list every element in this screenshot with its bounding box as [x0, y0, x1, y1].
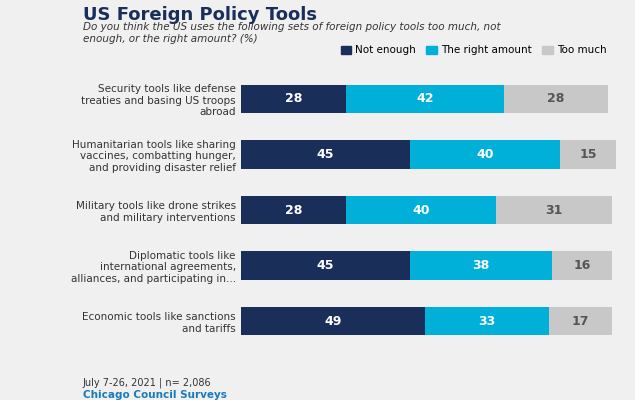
- Text: 45: 45: [317, 259, 335, 272]
- Text: July 7-26, 2021 | n= 2,086: July 7-26, 2021 | n= 2,086: [83, 378, 211, 388]
- Text: 40: 40: [476, 148, 493, 161]
- Bar: [496, 196, 612, 224]
- Text: US Foreign Policy Tools: US Foreign Policy Tools: [83, 6, 317, 24]
- Text: 33: 33: [478, 314, 495, 328]
- Text: 40: 40: [412, 204, 430, 216]
- Text: 28: 28: [547, 92, 565, 106]
- Bar: [241, 140, 410, 169]
- Bar: [410, 251, 552, 280]
- Bar: [346, 84, 504, 114]
- Bar: [425, 306, 549, 336]
- Bar: [559, 140, 616, 169]
- Bar: [241, 306, 425, 336]
- Text: Do you think the US uses the following sets of foreign policy tools too much, no: Do you think the US uses the following s…: [83, 22, 500, 44]
- Bar: [410, 140, 559, 169]
- Text: 17: 17: [572, 314, 589, 328]
- Legend: Not enough, The right amount, Too much: Not enough, The right amount, Too much: [337, 41, 611, 60]
- Bar: [504, 84, 608, 114]
- Text: 42: 42: [416, 92, 434, 106]
- Text: 28: 28: [285, 204, 302, 216]
- Bar: [549, 306, 612, 336]
- Bar: [241, 84, 346, 114]
- Text: 16: 16: [573, 259, 591, 272]
- Bar: [241, 251, 410, 280]
- Text: 28: 28: [285, 92, 302, 106]
- Text: Chicago Council Surveys: Chicago Council Surveys: [83, 390, 227, 400]
- Bar: [346, 196, 496, 224]
- Text: 15: 15: [579, 148, 597, 161]
- Text: 45: 45: [317, 148, 335, 161]
- Text: 49: 49: [324, 314, 342, 328]
- Text: 31: 31: [545, 204, 563, 216]
- Bar: [552, 251, 612, 280]
- Bar: [241, 196, 346, 224]
- Text: 38: 38: [472, 259, 490, 272]
